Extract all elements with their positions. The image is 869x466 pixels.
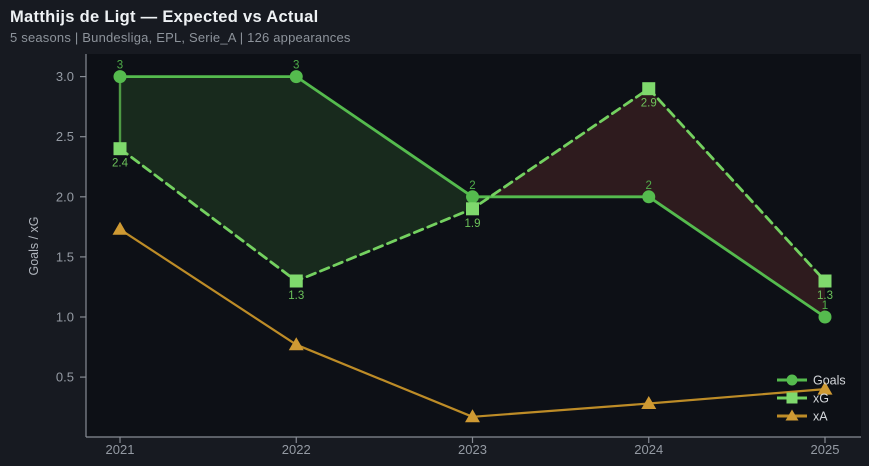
goals-point [466,190,479,204]
xa-point [785,409,799,421]
x-tick-label: 2024 [634,442,663,457]
x-tick-label: 2025 [811,442,840,457]
y-tick-label: 3.0 [56,69,74,84]
xg-point [113,142,127,156]
legend-label: Goals [813,374,846,388]
xg-point [642,82,656,96]
xg-point [786,392,798,404]
legend-item-xg: xG [777,392,829,406]
xg-point-label: 2.9 [641,98,657,110]
y-tick-label: 1.5 [56,249,74,264]
goals-point-label: 3 [293,60,299,72]
x-tick-label: 2023 [458,442,487,457]
chart-header: Matthijs de Ligt — Expected vs Actual 5 … [10,8,351,45]
goals-point [818,310,832,324]
chart-subtitle: 5 seasons | Bundesliga, EPL, Serie_A | 1… [10,30,351,45]
xg-point [289,274,303,288]
xg-point-label: 2.4 [112,158,129,170]
legend-item-xa: xA [777,409,828,424]
goals-point-label: 1 [822,300,828,312]
goals-point-label: 3 [117,60,123,72]
goals-point-label: 2 [646,180,652,192]
chart-title: Matthijs de Ligt — Expected vs Actual [10,8,319,26]
legend-label: xG [813,392,829,406]
xg-point-label: 1.3 [817,290,833,302]
xa-point [817,381,833,395]
xg-point-label: 1.9 [465,218,481,230]
fill-region-1 [490,88,825,317]
goals-point [642,190,656,204]
xg-point [466,202,479,216]
x-tick-label: 2022 [282,442,311,457]
fill-region-0 [120,76,491,281]
y-tick-label: 0.5 [56,370,74,385]
xa-point [112,221,128,235]
xa-point [288,337,304,351]
goals-point-label: 2 [469,180,475,192]
xg-point [818,274,832,288]
y-axis-title: Goals / xG [27,216,41,275]
xa-point [641,396,657,409]
y-tick-label: 2.5 [56,129,74,144]
x-tick-label: 2021 [106,442,135,457]
y-tick-label: 2.0 [56,189,74,204]
goals-point [786,374,798,386]
legend-item-goals: Goals [777,374,846,388]
xg-point-label: 1.3 [288,290,304,302]
y-tick-label: 1.0 [56,310,74,325]
legend-label: xA [813,410,828,424]
xa-point [465,409,480,423]
goals-point [289,70,303,84]
goals-point [113,70,127,84]
